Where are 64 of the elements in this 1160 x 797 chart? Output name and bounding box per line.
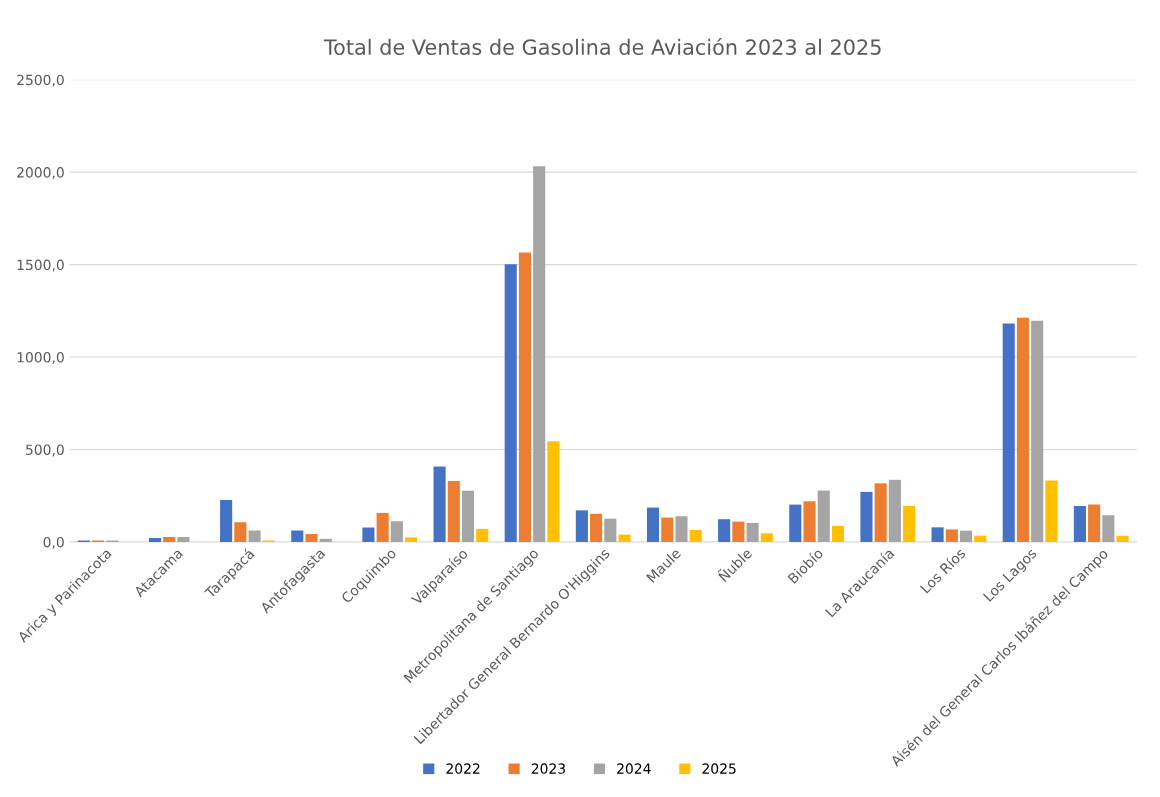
- bar: [1116, 535, 1129, 542]
- chart-title: Total de Ventas de Gasolina de Aviación 2023 al 2025: [323, 38, 881, 55]
- bar: [746, 522, 759, 542]
- legend-label: 2022: [446, 763, 480, 774]
- y-tick-label: 0,0: [43, 536, 64, 549]
- bar: [888, 479, 901, 542]
- bar: [874, 483, 887, 542]
- bar: [1088, 504, 1101, 542]
- y-tick-label: 2000,0: [17, 167, 64, 180]
- bar: [461, 490, 475, 542]
- bar: [618, 534, 631, 542]
- bar: [376, 512, 389, 542]
- y-tick-label: 1500,0: [17, 259, 64, 272]
- bar: [803, 501, 816, 542]
- bar: [831, 525, 845, 542]
- bar: [646, 507, 660, 542]
- bar: [974, 535, 987, 542]
- bar: [305, 534, 318, 542]
- bar: [675, 516, 688, 542]
- bar: [433, 466, 446, 542]
- bar: [575, 510, 588, 542]
- bar: [518, 252, 531, 542]
- legend-label: 2025: [702, 763, 736, 774]
- bar: [1102, 515, 1115, 542]
- bar: [220, 499, 233, 542]
- bar: [590, 513, 603, 542]
- bar: [860, 491, 873, 542]
- bar: [903, 505, 916, 542]
- bar: [960, 530, 973, 542]
- bar: [1031, 320, 1044, 542]
- bar: [148, 537, 162, 542]
- bar: [689, 529, 702, 542]
- legend-label: 2023: [531, 763, 565, 774]
- bar: [319, 538, 332, 542]
- bar: [661, 517, 674, 542]
- legend-label: 2024: [617, 763, 651, 774]
- bar: [945, 529, 958, 542]
- bar: [447, 480, 460, 542]
- bar: [291, 530, 304, 542]
- bar: [718, 519, 731, 542]
- bar: [405, 537, 418, 542]
- bar: [504, 264, 517, 542]
- bar: [362, 527, 375, 542]
- bar: [732, 521, 745, 542]
- y-tick-label: 2500,0: [17, 74, 64, 87]
- bar: [817, 490, 830, 542]
- y-tick-label: 500,0: [26, 444, 64, 457]
- bar: [931, 527, 944, 542]
- bar: [547, 441, 560, 542]
- bar: [760, 533, 773, 542]
- bar: [234, 522, 247, 542]
- bar: [1045, 480, 1058, 542]
- bar: [789, 504, 802, 542]
- bar: [1002, 323, 1015, 542]
- bar: [476, 528, 489, 542]
- y-tick-label: 1000,0: [17, 352, 64, 364]
- bar: [390, 521, 403, 542]
- bar: [1016, 317, 1030, 542]
- bar: [163, 536, 176, 542]
- bar: [533, 166, 546, 542]
- bar: [177, 536, 190, 542]
- bar: [248, 530, 261, 542]
- bar: [604, 518, 617, 542]
- bar: [1073, 505, 1086, 542]
